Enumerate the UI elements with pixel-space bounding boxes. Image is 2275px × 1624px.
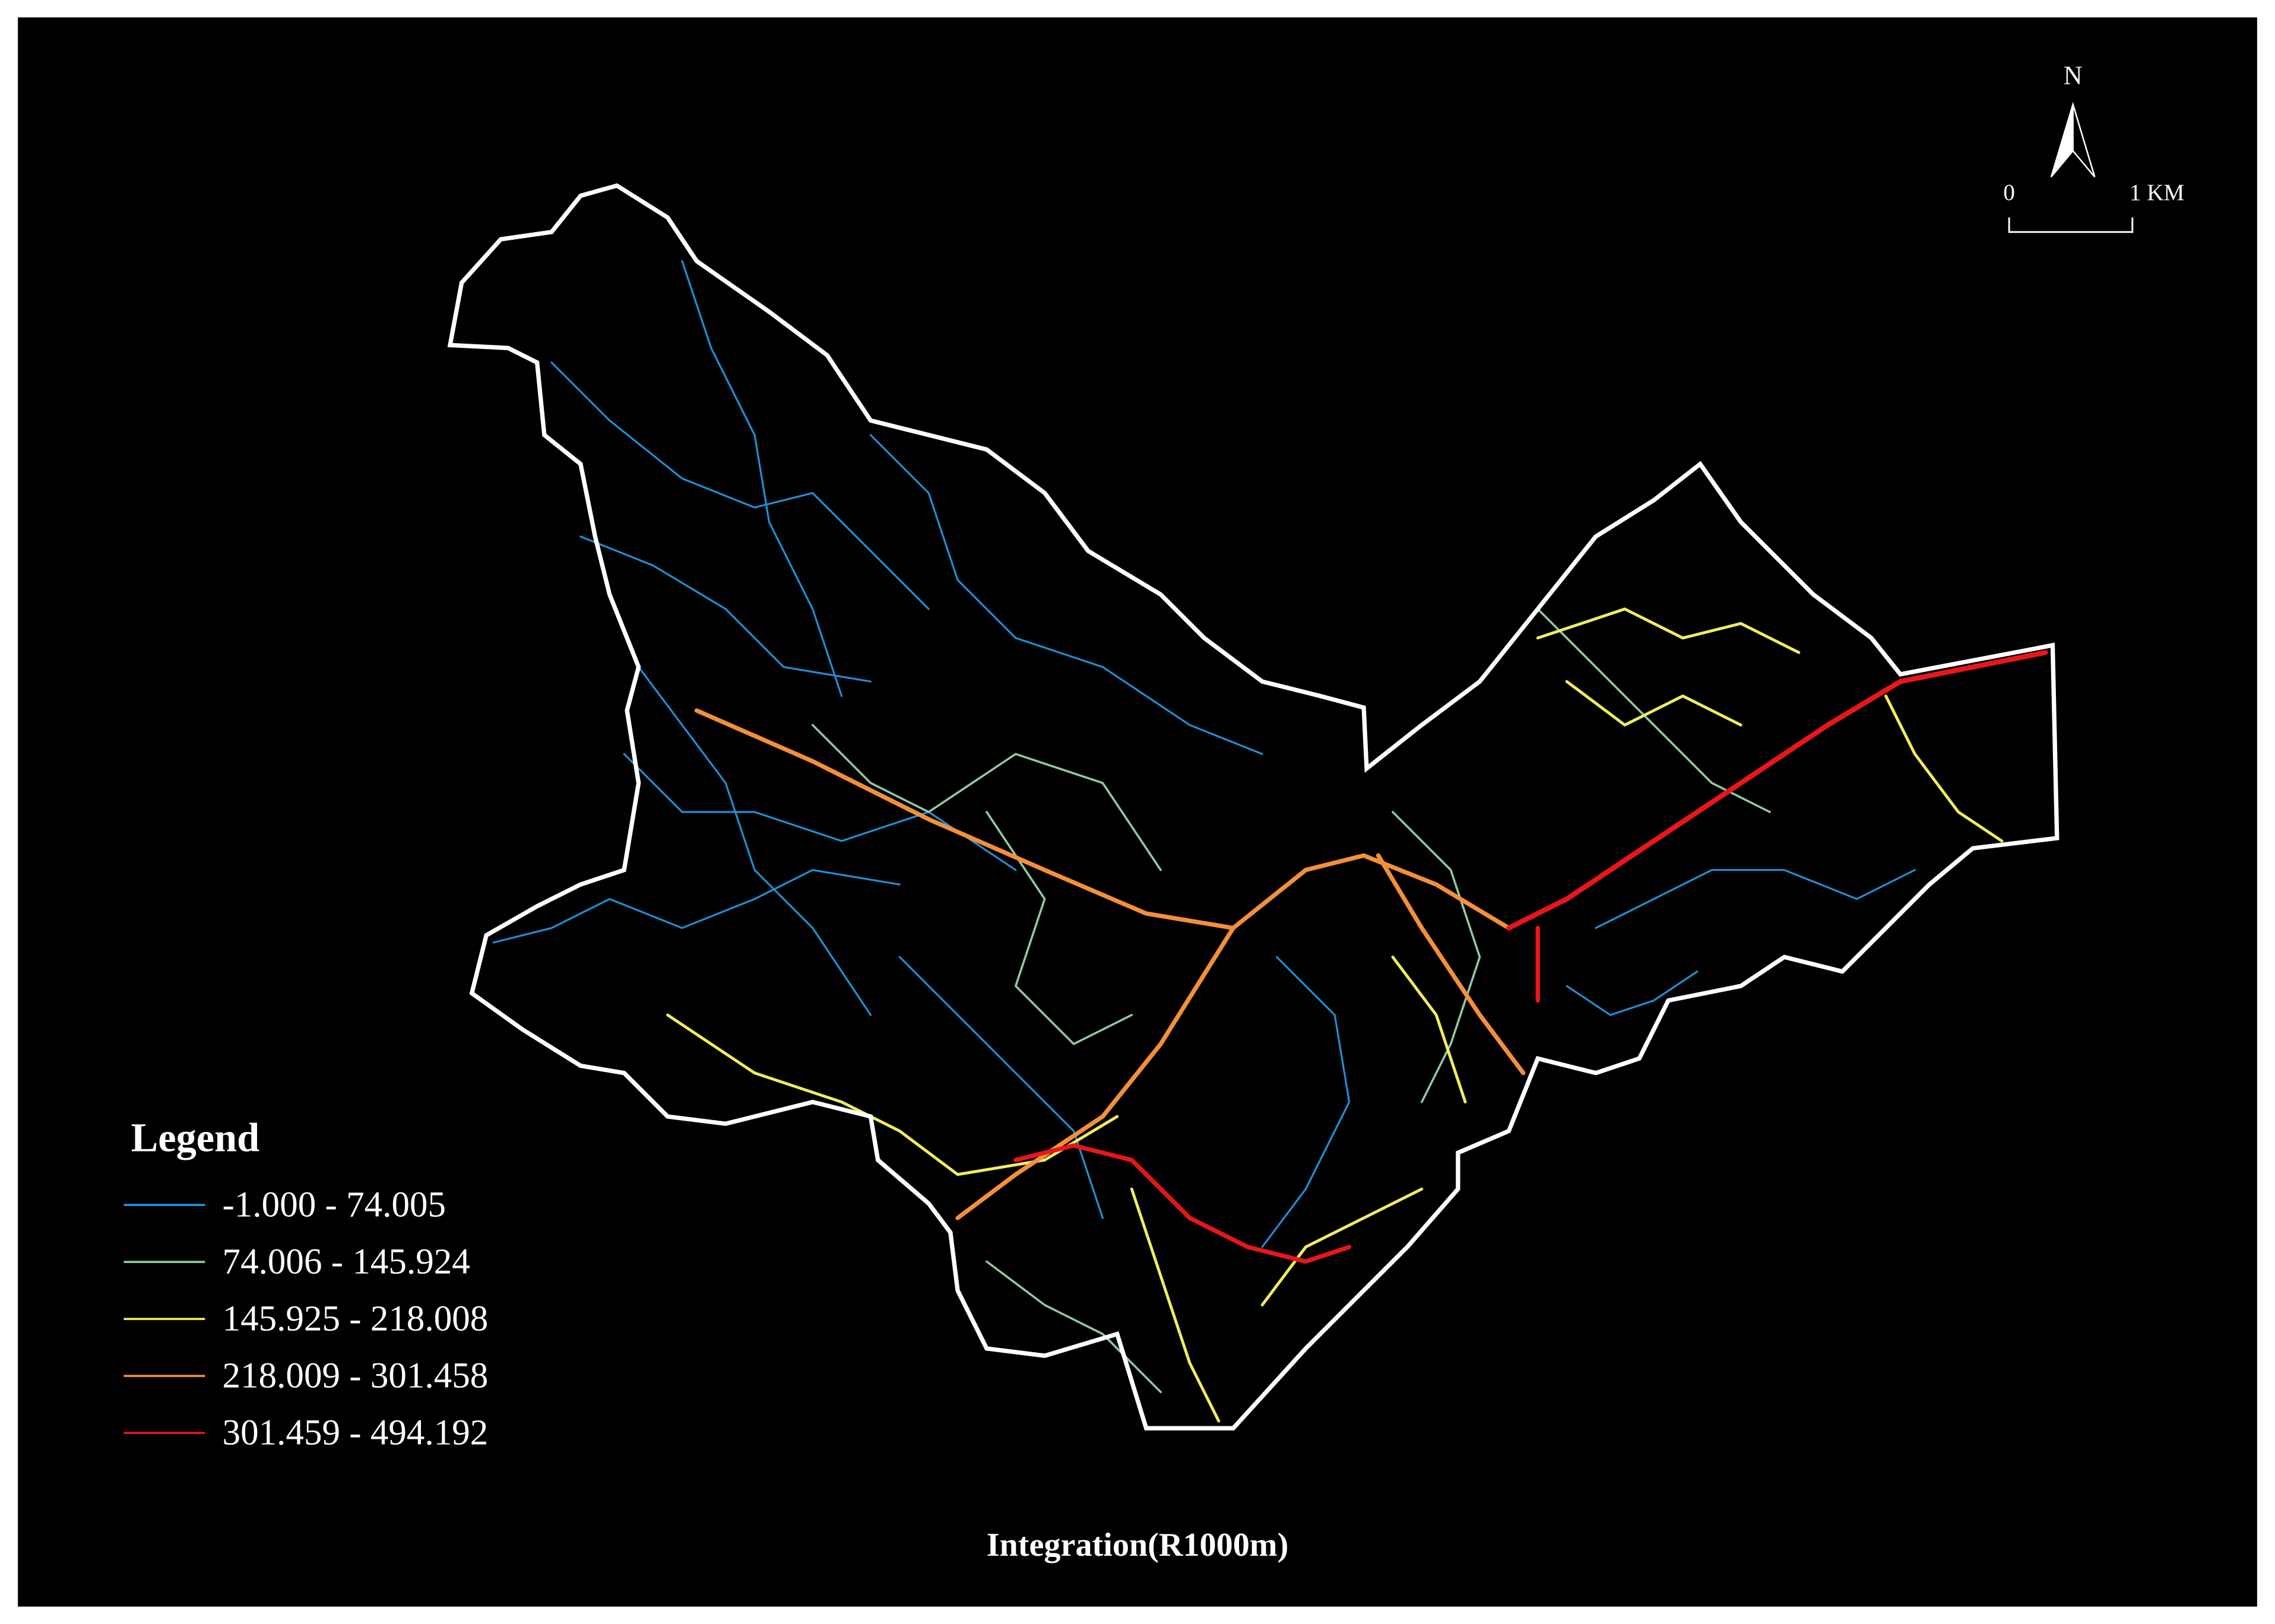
road <box>811 724 1162 871</box>
map-background <box>18 17 2257 1607</box>
legend-label: -1.000 - 74.005 <box>223 1185 446 1225</box>
road <box>955 925 1235 1220</box>
north-label: N <box>2064 61 2083 90</box>
boundary <box>447 183 2059 1430</box>
road <box>1260 1187 1424 1307</box>
road <box>1231 853 1512 931</box>
north-arrow-shade <box>2072 104 2096 177</box>
road <box>1392 811 1481 1103</box>
road <box>666 1013 1119 1176</box>
scale-start-label: 0 <box>2003 180 2015 205</box>
road-network <box>492 260 2048 1423</box>
road <box>681 260 843 697</box>
road <box>1595 869 1916 930</box>
road <box>694 708 1235 931</box>
road <box>638 666 872 1016</box>
road <box>869 434 1263 755</box>
road <box>623 753 1017 871</box>
road <box>1536 607 1801 654</box>
road <box>550 361 930 610</box>
road <box>1261 956 1351 1248</box>
road <box>1130 1187 1221 1423</box>
road <box>1391 955 1467 1104</box>
legend-label: 218.009 - 301.458 <box>223 1356 489 1396</box>
road <box>1566 970 1699 1016</box>
scale-end-label: 1 KM <box>2130 180 2184 205</box>
road <box>986 1260 1162 1393</box>
scale-bar <box>2008 217 2134 233</box>
road <box>1129 1157 1352 1264</box>
legend-label: 301.459 - 494.192 <box>223 1413 489 1453</box>
road <box>1013 1143 1134 1162</box>
legend-label: 145.925 - 218.008 <box>223 1299 489 1339</box>
legend: -1.000 - 74.005 74.006 - 145.924 145.925 -… <box>123 1185 488 1453</box>
road <box>1565 680 1742 727</box>
road <box>579 535 872 683</box>
legend-title: Legend <box>131 1115 260 1160</box>
caption: Integration(R1000m) <box>987 1527 1289 1563</box>
road <box>898 956 1104 1219</box>
road <box>1536 608 1771 813</box>
road <box>1376 853 1526 1076</box>
road <box>1506 650 2048 931</box>
road <box>986 811 1133 1045</box>
road <box>1884 694 2004 843</box>
road <box>492 869 901 944</box>
legend-label: 74.006 - 145.924 <box>223 1242 470 1282</box>
